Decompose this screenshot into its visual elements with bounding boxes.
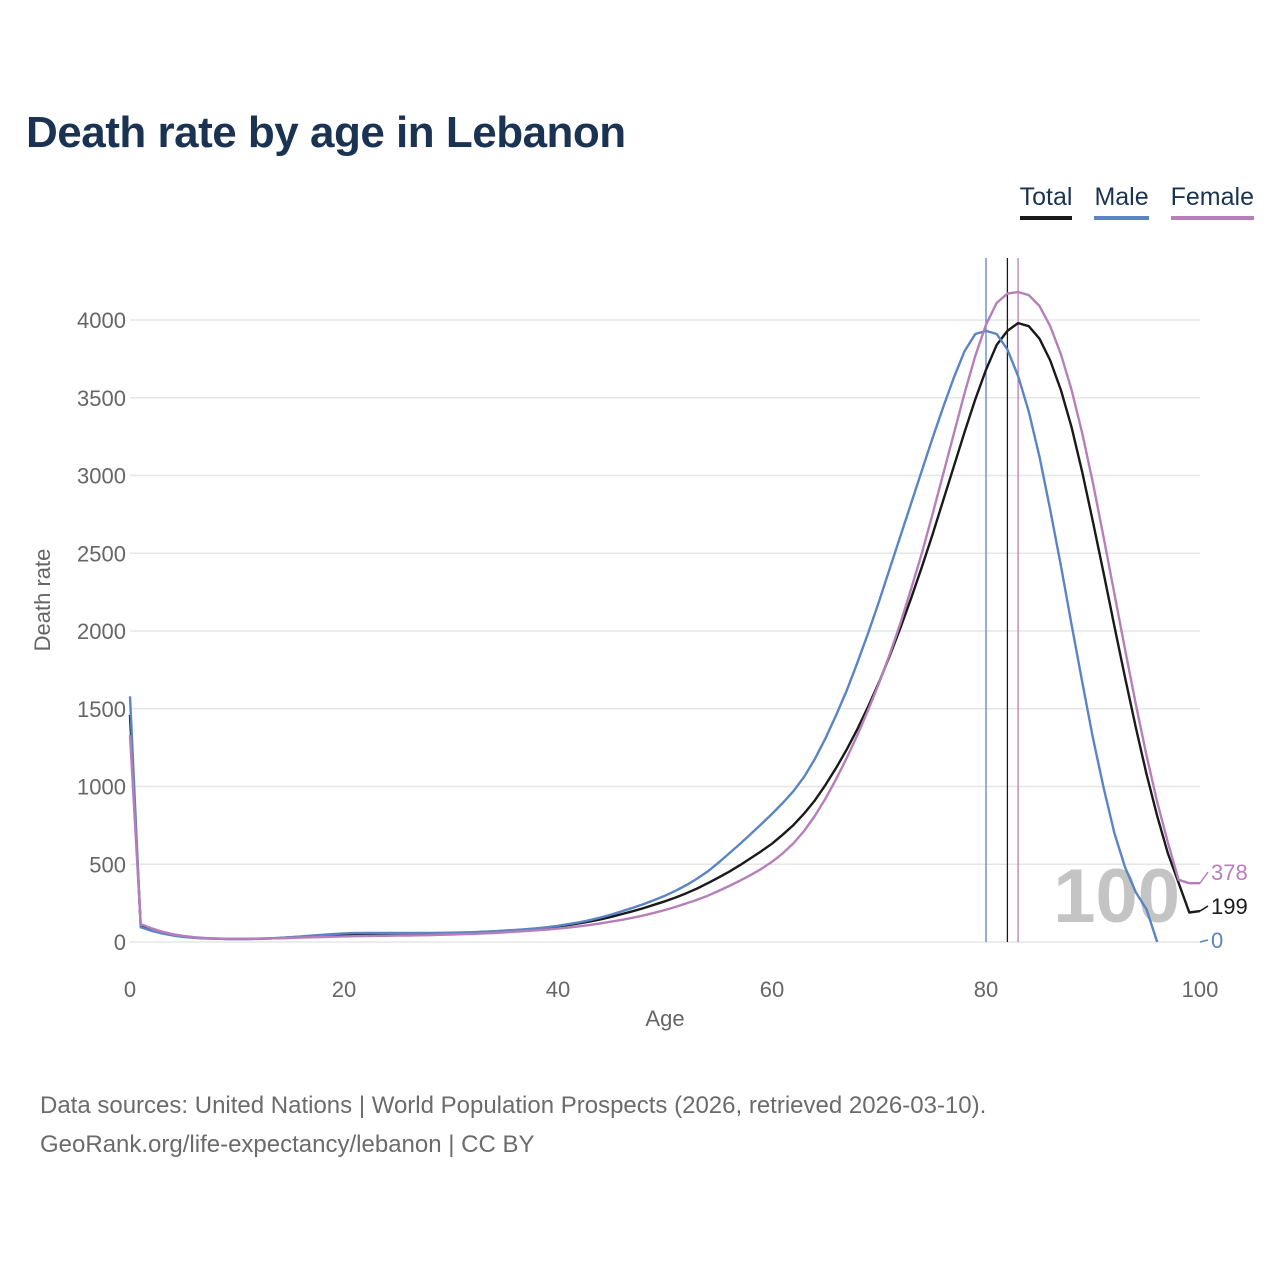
chart-title: Death rate by age in Lebanon bbox=[26, 108, 626, 157]
highlight-age-label: 100 bbox=[1053, 854, 1180, 939]
end-label-connector bbox=[1199, 905, 1209, 912]
y-tick-label: 2000 bbox=[77, 619, 126, 644]
y-tick-label: 1500 bbox=[77, 697, 126, 722]
y-axis-title: Death rate bbox=[30, 549, 55, 652]
x-tick-label: 60 bbox=[760, 977, 784, 1002]
end-label-female: 378 bbox=[1211, 860, 1248, 885]
x-axis-ticks: 0 20 40 60 80 100 bbox=[124, 977, 1218, 1002]
end-labels: 199 0 378 bbox=[1199, 860, 1248, 953]
y-tick-label: 2500 bbox=[77, 541, 126, 566]
legend-item-total[interactable]: Total bbox=[1019, 182, 1073, 220]
x-tick-label: 80 bbox=[974, 977, 998, 1002]
legend-item-male[interactable]: Male bbox=[1094, 182, 1149, 220]
end-label-total: 199 bbox=[1211, 894, 1248, 919]
y-tick-label: 1000 bbox=[77, 775, 126, 800]
x-tick-label: 40 bbox=[546, 977, 570, 1002]
x-tick-label: 100 bbox=[1182, 977, 1219, 1002]
data-source-text: Data sources: United Nations | World Pop… bbox=[40, 1092, 987, 1119]
y-axis-ticks: 0 500 1000 1500 2000 2500 3000 3500 4000 bbox=[77, 308, 126, 955]
end-label-connector bbox=[1199, 871, 1209, 884]
y-tick-label: 500 bbox=[89, 852, 126, 877]
legend: Total Male Female bbox=[1019, 182, 1254, 220]
series-line-male[interactable] bbox=[128, 329, 1159, 943]
y-tick-label: 0 bbox=[114, 930, 126, 955]
gridlines bbox=[130, 319, 1200, 943]
x-tick-label: 0 bbox=[124, 977, 136, 1002]
attribution-text[interactable]: GeoRank.org/life-expectancy/lebanon | CC… bbox=[40, 1131, 535, 1158]
y-tick-label: 4000 bbox=[77, 308, 126, 333]
series-line-female[interactable] bbox=[128, 290, 1200, 940]
legend-item-female[interactable]: Female bbox=[1170, 182, 1254, 220]
y-tick-label: 3000 bbox=[77, 464, 126, 489]
end-label-connector bbox=[1199, 939, 1209, 943]
y-tick-label: 3500 bbox=[77, 386, 126, 411]
x-tick-label: 20 bbox=[332, 977, 356, 1002]
footer: Data sources: United Nations | World Pop… bbox=[40, 1086, 986, 1164]
end-label-male: 0 bbox=[1211, 928, 1223, 953]
x-axis-title: Age bbox=[645, 1006, 684, 1031]
series-lines bbox=[128, 290, 1201, 943]
